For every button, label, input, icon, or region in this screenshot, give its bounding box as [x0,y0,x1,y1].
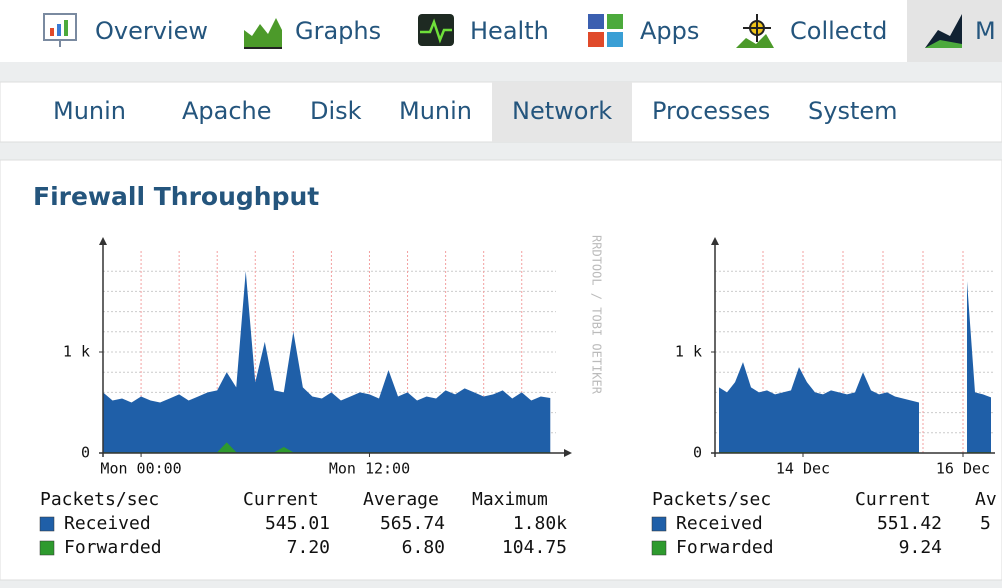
area [103,271,551,453]
x-tick-label: Mon 12:00 [329,460,410,478]
legend-label: Forwarded [676,537,774,558]
subnav-tab[interactable]: Apache [182,97,272,125]
legend-stat: 1.80k [513,513,567,534]
nav-tab[interactable]: Collectd [790,17,887,45]
legend-swatch [39,516,55,532]
legend-stat: 104.75 [502,537,567,558]
legend-header: Maximum [472,489,548,510]
icon-graphs [244,18,282,49]
top-nav [0,0,1002,62]
active-subtab-bg [492,82,632,142]
panel-title: Firewall Throughput [33,182,319,211]
subnav-label: Munin [53,97,126,125]
legend-swatch [39,540,55,556]
legend-stat: 545.01 [265,513,330,534]
legend-stat: 551.42 [877,513,942,534]
legend-header: Current [243,489,319,510]
nav-tab[interactable]: Graphs [295,17,381,45]
icon-overview [43,13,77,47]
subnav-tab[interactable]: System [808,97,898,125]
legend-stat: 6.80 [402,537,445,558]
legend-stat: 565.74 [380,513,445,534]
legend-header: Packets/sec [652,489,771,510]
legend-header: Current [855,489,931,510]
icon-health [418,14,454,46]
legend-stat: 7.20 [287,537,330,558]
legend-label: Received [676,513,763,534]
nav-tab[interactable]: M [975,17,996,45]
y-tick-label: 0 [693,444,702,462]
nav-tab[interactable]: Health [470,17,549,45]
icon-collectd [736,14,774,48]
icon-apps [588,14,623,47]
legend-header: Average [363,489,439,510]
x-tick-label: Mon 00:00 [100,460,181,478]
legend-label: Received [64,513,151,534]
subnav-tab[interactable]: Munin [399,97,472,125]
subnav-tab[interactable]: Processes [652,97,770,125]
legend-stat: 5 [980,513,991,534]
area [719,281,991,453]
nav-tab[interactable]: Apps [640,17,699,45]
y-tick-label: 0 [81,444,90,462]
nav-tab[interactable]: Overview [95,17,208,45]
watermark: RRDTOOL / TOBI OETIKER [590,235,604,395]
y-axis-arrow [99,237,107,245]
plot-area [103,271,551,453]
y-tick-label: 1 k [675,343,702,361]
icon-munin [925,14,962,48]
x-tick-label: 16 Dec [936,460,990,478]
panel [0,159,1002,581]
y-axis-arrow [711,237,719,245]
x-axis-arrow [564,449,572,457]
subnav-tab[interactable]: Disk [310,97,362,125]
legend-swatch [651,540,667,556]
x-tick-label: 14 Dec [776,460,830,478]
subnav-tab[interactable]: Network [512,97,612,125]
y-tick-label: 1 k [63,343,90,361]
legend-header: Packets/sec [40,489,159,510]
legend-label: Forwarded [64,537,162,558]
legend-header: Av [975,489,997,510]
legend-stat: 9.24 [899,537,942,558]
legend-swatch [651,516,667,532]
